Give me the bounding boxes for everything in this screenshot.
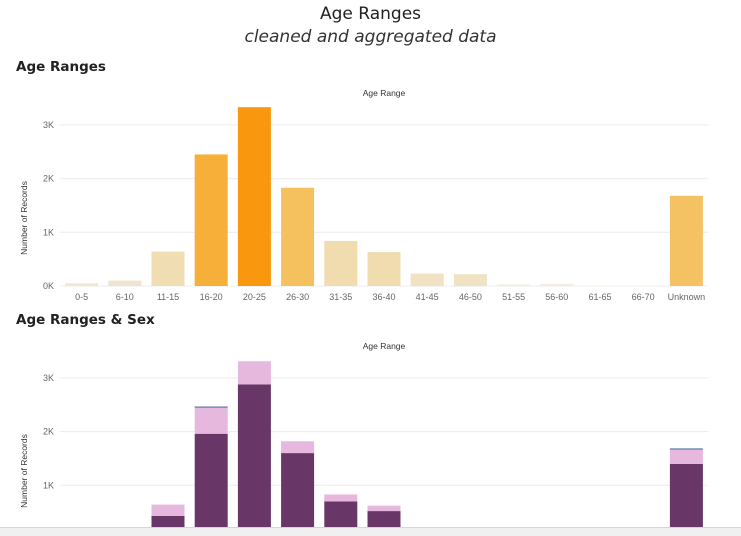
age-ranges-chart: Age Range Number of Records 0K 1K 2K 3K 0-5 6-1… [19,88,708,302]
bar [367,252,401,286]
x-tick-label: 46-50 [459,292,482,302]
bar [583,285,617,287]
x-tick-label: 31-35 [329,292,352,302]
x-tick-label: 16-20 [200,292,223,302]
y-axis-title: Number of Records [19,181,29,255]
chart2-title: Age Ranges & Sex [16,312,155,328]
bar-segment [151,515,185,527]
dashboard-subtitle: cleaned and aggregated data [244,27,497,47]
bar [453,274,487,286]
x-tick-label: 56-60 [545,292,568,302]
x-tick-label: 20-25 [243,292,266,302]
y-tick-label: 3K [43,120,54,130]
x-tick-label: 66-70 [632,292,655,302]
y-tick-label: 3K [43,373,54,383]
bar-segment [194,407,228,434]
bar [108,280,142,286]
bar-segment [324,501,358,527]
bar [626,285,660,287]
bar [194,154,228,286]
y-tick-label: 2K [43,427,54,437]
bar [151,251,185,286]
bar-segment [194,406,228,408]
bar [65,283,99,286]
bar-segment [324,494,358,502]
worksheet-tab-strip[interactable] [0,527,741,536]
bar-segment [669,463,703,527]
x-tick-label: 11-15 [157,292,179,302]
x-tick-label: 51-55 [502,292,525,302]
x-tick-label: 6-10 [116,292,134,302]
bar-segment [237,384,271,527]
bar-segment [281,441,315,454]
bar-segment [669,448,703,450]
x-tick-label: 61-65 [588,292,611,302]
bar [669,195,703,286]
x-tick-label: 0-5 [75,292,88,302]
bar-segment [367,511,401,527]
bar-segment [237,361,271,385]
bar [281,187,315,286]
x-tick-label: Unknown [668,292,706,302]
bar [497,284,531,286]
dashboard-title: Age Ranges [319,4,422,24]
x-axis-title: Age Range [363,88,406,98]
y-axis-title: Number of Records [19,434,29,508]
y-tick-label: 2K [43,174,54,184]
y-tick-label: 1K [43,480,54,490]
x-tick-label: 36-40 [372,292,395,302]
x-axis-title: Age Range [363,341,406,351]
x-tick-label: 41-45 [416,292,439,302]
bar-segment [194,433,228,527]
y-tick-label: 0K [43,281,54,291]
bar-segment [669,449,703,464]
bar [237,107,271,286]
bar [540,283,574,286]
bar-segment [281,453,315,527]
age-ranges-sex-chart: Age Range Number of Records 1K 2K 3K [19,341,708,527]
y-tick-label: 1K [43,227,54,237]
bar [410,273,444,286]
bar [324,240,358,286]
x-tick-label: 26-30 [286,292,309,302]
bar-segment [151,504,185,516]
bar-segment [367,505,401,512]
chart1-title: Age Ranges [16,59,106,75]
